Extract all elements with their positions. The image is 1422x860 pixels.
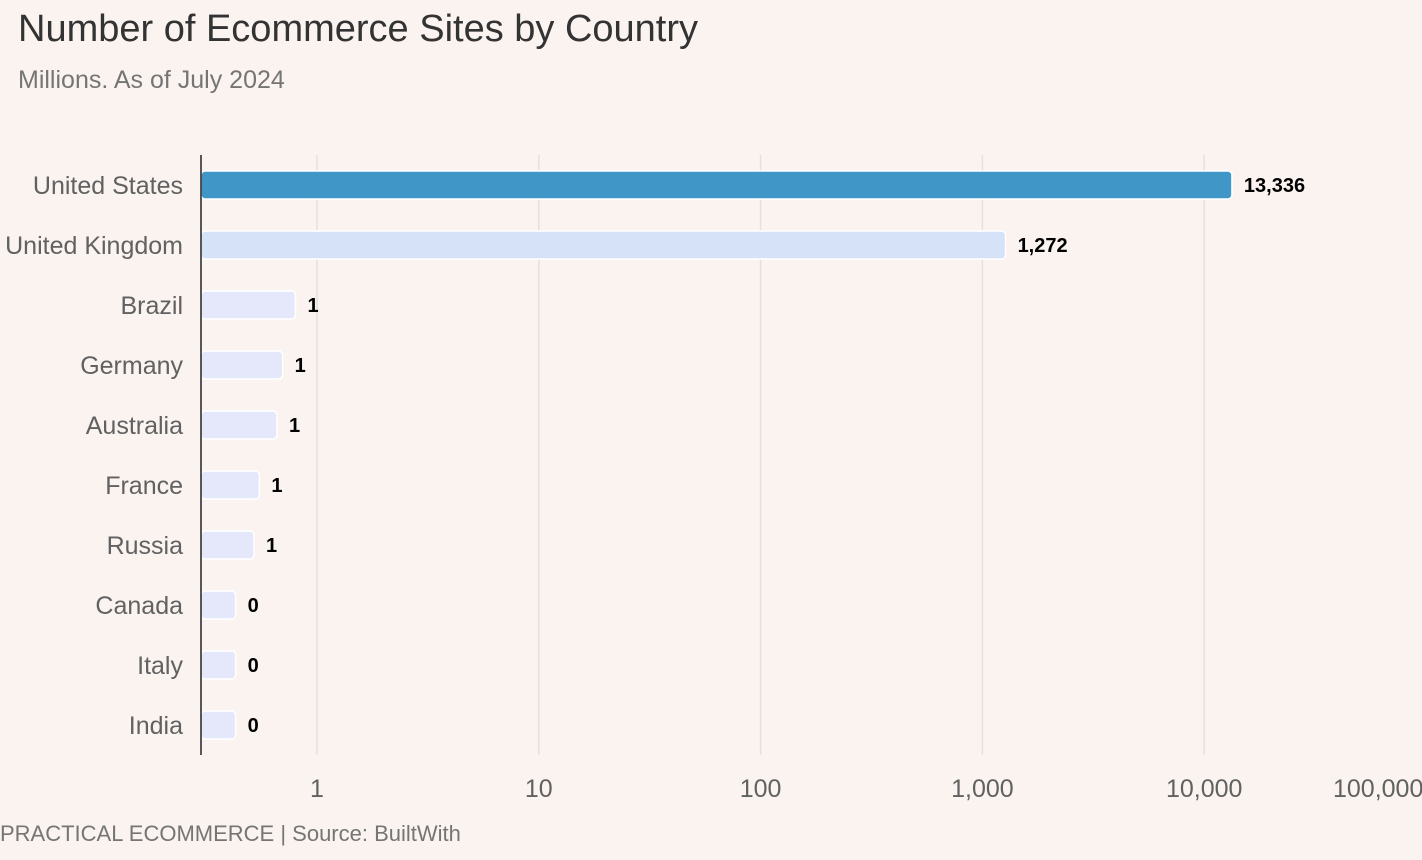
category-label: United Kingdom	[5, 232, 183, 260]
x-tick-label: 1,000	[951, 775, 1014, 803]
x-axis-ticks: 1 10 100 1,000 10,000 100,000	[310, 775, 1422, 803]
category-label: Russia	[107, 532, 184, 560]
value-label: 1,272	[1018, 235, 1068, 257]
value-label: 1	[266, 535, 277, 557]
bar	[200, 470, 261, 500]
source-footer: PRACTICAL ECOMMERCE | Source: BuiltWith	[0, 821, 461, 846]
value-labels: 13,336 1,272 1 1 1 1 1 0 0 0	[248, 175, 1305, 737]
x-tick-label: 1	[310, 775, 324, 803]
value-label: 0	[248, 595, 259, 617]
value-label: 0	[248, 715, 259, 737]
bar	[200, 710, 237, 740]
bar	[200, 530, 255, 560]
x-tick-label: 10	[525, 775, 553, 803]
bar	[200, 290, 297, 320]
bar	[200, 170, 1233, 200]
bars	[200, 170, 1233, 740]
value-label: 0	[248, 655, 259, 677]
value-label: 1	[289, 415, 300, 437]
x-tick-label: 100,000	[1333, 775, 1422, 803]
bar	[200, 230, 1007, 260]
bar	[200, 350, 284, 380]
category-label: United States	[33, 172, 183, 200]
category-label: Brazil	[120, 292, 183, 320]
value-label: 1	[271, 475, 282, 497]
value-label: 1	[295, 355, 306, 377]
bar	[200, 410, 278, 440]
chart-subtitle: Millions. As of July 2024	[18, 66, 285, 94]
bar	[200, 590, 237, 620]
category-label: Italy	[137, 652, 183, 680]
x-tick-label: 10,000	[1166, 775, 1242, 803]
category-labels: United States United Kingdom Brazil Germany…	[5, 172, 183, 740]
bar	[200, 650, 237, 680]
x-tick-label: 100	[740, 775, 782, 803]
category-label: Germany	[80, 352, 183, 380]
category-label: India	[129, 712, 183, 740]
category-label: France	[105, 472, 183, 500]
value-label: 13,336	[1244, 175, 1305, 197]
category-label: Canada	[95, 592, 183, 620]
category-label: Australia	[86, 412, 183, 440]
value-label: 1	[307, 295, 318, 317]
chart-title: Number of Ecommerce Sites by Country	[18, 8, 699, 50]
